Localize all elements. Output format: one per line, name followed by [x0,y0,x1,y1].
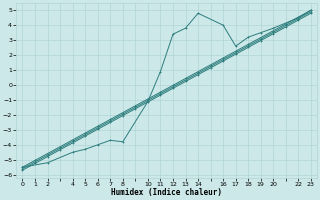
X-axis label: Humidex (Indice chaleur): Humidex (Indice chaleur) [111,188,222,197]
